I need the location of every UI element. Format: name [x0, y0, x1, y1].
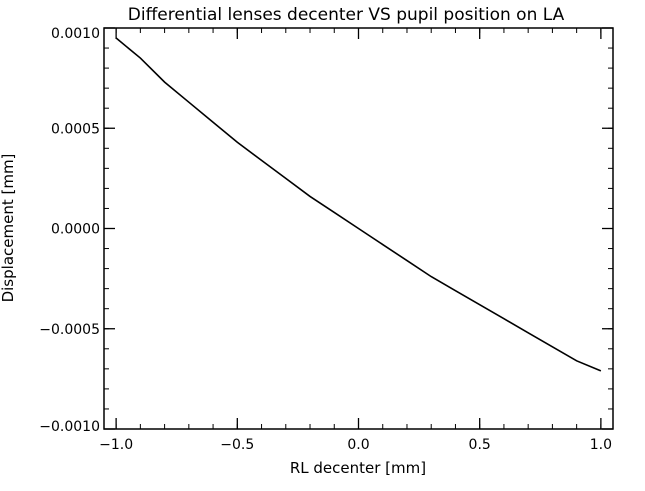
y-tick-label: −0.0005 [39, 322, 100, 338]
x-tick-label: 0.5 [469, 437, 491, 453]
y-tick-label: 0.0000 [51, 222, 100, 238]
x-axis: −1.0 −0.5 0.0 0.5 1.0 [99, 28, 612, 453]
x-tick-label: 1.0 [590, 437, 612, 453]
y-tick-label: 0.0005 [51, 121, 100, 137]
x-tick-label: −1.0 [99, 437, 133, 453]
series-line [115, 37, 602, 372]
x-axis-label: RL decenter [mm] [290, 459, 426, 477]
y-axis: −0.0010 −0.0005 0.0000 0.0005 0.0010 [39, 26, 613, 435]
y-tick-label: −0.0010 [39, 419, 100, 435]
x-tick-label: 0.0 [347, 437, 369, 453]
y-axis-label: Displacement [mm] [0, 154, 17, 303]
x-tick-label: −0.5 [220, 437, 254, 453]
y-tick-label: 0.0010 [51, 26, 100, 42]
chart-title: Differential lenses decenter VS pupil po… [128, 5, 565, 25]
